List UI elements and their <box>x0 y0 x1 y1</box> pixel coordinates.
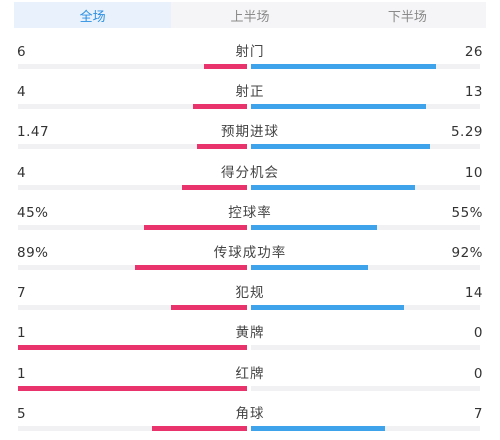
away-bar <box>251 305 404 311</box>
away-bar <box>251 64 437 69</box>
stat-row: 1 黄牌 0 <box>0 324 500 364</box>
away-bar-track <box>251 385 480 391</box>
stat-row: 4 得分机会 10 <box>0 164 500 204</box>
stat-row: 45% 控球率 55% <box>0 204 500 244</box>
home-bar <box>134 265 247 270</box>
away-value: 0 <box>473 365 483 382</box>
away-bar <box>251 144 430 150</box>
home-bar-track <box>18 64 247 69</box>
away-bar-track <box>251 224 480 230</box>
stat-label: 射正 <box>235 84 265 101</box>
home-value: 7 <box>17 285 27 302</box>
home-value: 4 <box>17 164 27 181</box>
home-bar <box>170 305 247 311</box>
stat-label: 角球 <box>235 405 265 422</box>
away-bar-track <box>251 184 480 190</box>
home-bar <box>181 184 247 190</box>
home-bar <box>193 104 247 110</box>
home-value: 89% <box>17 245 49 261</box>
away-bar <box>251 425 385 431</box>
away-bar-track <box>251 305 480 311</box>
away-value: 92% <box>451 245 483 261</box>
stat-row: 89% 传球成功率 92% <box>0 244 500 284</box>
home-value: 6 <box>17 44 27 60</box>
stat-row: 7 犯规 14 <box>0 284 500 324</box>
away-value: 10 <box>464 164 483 181</box>
home-value: 4 <box>17 84 27 101</box>
home-bar <box>203 64 247 69</box>
home-bar <box>18 345 247 351</box>
home-bar-track <box>18 224 247 230</box>
home-value: 45% <box>17 204 49 221</box>
home-value: 1 <box>17 365 27 382</box>
period-tabs: 全场 上半场 下半场 <box>14 2 486 28</box>
home-bar-track <box>18 104 247 110</box>
home-bar-track <box>18 305 247 311</box>
away-bar <box>251 104 427 110</box>
away-value: 14 <box>464 285 483 302</box>
tab-first-half[interactable]: 上半场 <box>230 9 270 25</box>
home-bar-track <box>18 144 247 150</box>
stat-label: 控球率 <box>228 204 272 221</box>
away-bar-track <box>251 425 480 431</box>
stat-label: 黄牌 <box>235 325 265 342</box>
home-value: 1 <box>17 325 27 342</box>
home-bar <box>151 425 247 431</box>
away-value: 0 <box>473 325 483 342</box>
away-value: 55% <box>451 204 483 221</box>
away-bar <box>251 224 377 230</box>
stat-row: 6 射门 26 <box>0 43 500 83</box>
tab-second-half[interactable]: 下半场 <box>387 9 427 25</box>
home-value: 1.47 <box>17 124 50 141</box>
away-bar-track <box>251 104 480 110</box>
home-bar-track <box>18 345 247 351</box>
home-bar <box>18 385 247 391</box>
away-value: 5.29 <box>450 124 483 141</box>
stat-label: 传球成功率 <box>213 245 287 261</box>
stat-row: 1.47 预期进球 5.29 <box>0 123 500 163</box>
stat-row: 5 角球 7 <box>0 405 500 440</box>
away-value: 26 <box>464 44 483 60</box>
stat-label: 红牌 <box>235 365 265 382</box>
stat-label: 预期进球 <box>221 124 279 141</box>
away-bar-track <box>251 64 480 69</box>
away-bar-track <box>251 345 480 351</box>
away-bar-track <box>251 265 480 270</box>
tab-full-match[interactable]: 全场 <box>14 2 172 28</box>
stat-label: 犯规 <box>235 285 265 302</box>
home-bar-track <box>18 265 247 270</box>
away-bar-track <box>251 144 480 150</box>
home-bar <box>196 144 247 150</box>
stat-label: 得分机会 <box>221 164 279 181</box>
home-bar-track <box>18 184 247 190</box>
away-bar <box>251 265 368 270</box>
stat-row: 1 红牌 0 <box>0 365 500 405</box>
stat-row: 4 射正 13 <box>0 83 500 123</box>
away-value: 13 <box>464 84 483 101</box>
away-value: 7 <box>473 405 483 422</box>
home-bar-track <box>18 425 247 431</box>
home-bar <box>143 224 247 230</box>
stat-label: 射门 <box>235 44 265 60</box>
home-value: 5 <box>17 405 27 422</box>
home-bar-track <box>18 385 247 391</box>
away-bar <box>251 184 415 190</box>
